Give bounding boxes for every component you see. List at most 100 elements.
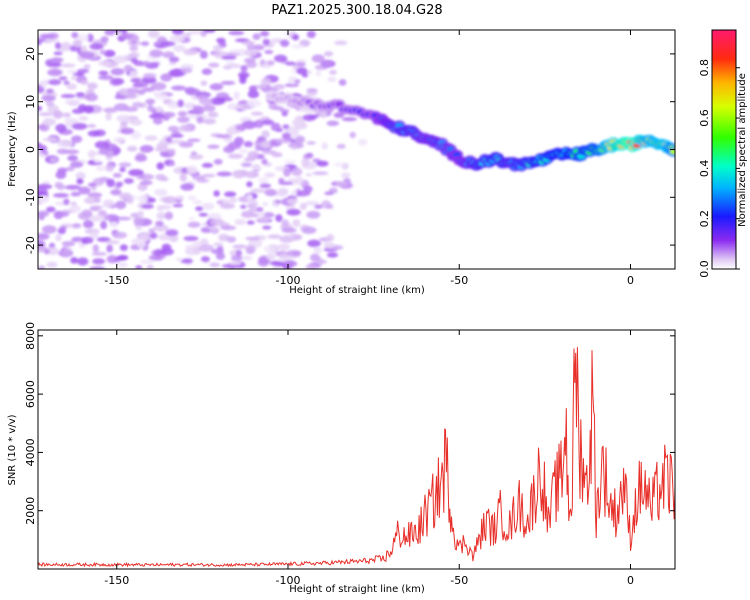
snr-y-label: SNR (10 * v/v) <box>7 414 18 485</box>
noise-blob <box>246 193 253 202</box>
noise-blob <box>167 148 176 156</box>
noise-blob <box>114 255 128 261</box>
snr-series-line <box>38 347 675 568</box>
noise-blob <box>215 252 226 260</box>
noise-blob <box>137 194 149 204</box>
noise-blob <box>170 133 184 138</box>
noise-blob <box>136 239 147 248</box>
noise-blob <box>228 261 242 266</box>
noise-blob <box>70 161 84 168</box>
noise-blob <box>144 174 154 180</box>
noise-blob <box>213 158 223 165</box>
noise-blob <box>216 200 224 205</box>
noise-blob <box>238 148 248 154</box>
noise-blob <box>246 99 262 108</box>
noise-blob <box>152 117 163 125</box>
colorbar-tick-label: 0.4 <box>698 160 711 178</box>
noise-blob <box>83 64 91 70</box>
noise-blob <box>212 45 223 51</box>
spectrogram-x-ticks: -150 -100 -50 0 <box>104 30 634 287</box>
noise-blob <box>306 152 313 158</box>
noise-blob <box>179 173 187 182</box>
noise-blob <box>248 85 258 93</box>
noise-blob <box>274 199 282 204</box>
noise-blob <box>239 103 248 111</box>
noise-blob <box>78 115 89 121</box>
noise-blob <box>261 130 270 139</box>
noise-blob <box>100 220 108 230</box>
snr-panel: -150 -100 -50 0 2000 4000 6000 8000 Height of … <box>7 322 676 595</box>
noise-blob <box>291 119 303 127</box>
noise-blob <box>260 77 272 86</box>
noise-blob <box>123 64 133 73</box>
noise-blob <box>227 153 243 159</box>
noise-blob <box>47 68 63 77</box>
noise-blob <box>195 206 204 212</box>
noise-blob <box>306 30 316 39</box>
noise-blob <box>156 142 168 150</box>
noise-blob <box>177 99 184 108</box>
noise-blob <box>150 82 167 91</box>
noise-blob <box>179 67 193 74</box>
noise-blob <box>203 30 216 33</box>
noise-blob <box>235 249 242 257</box>
noise-blob <box>329 69 337 75</box>
noise-blob <box>120 127 135 135</box>
noise-blob <box>110 68 125 76</box>
noise-blob <box>72 39 83 48</box>
noise-blob <box>242 255 253 261</box>
noise-blob <box>100 36 109 43</box>
noise-blob <box>76 257 89 266</box>
noise-blob <box>261 119 274 126</box>
noise-blob <box>296 67 308 75</box>
noise-blob <box>50 57 64 63</box>
noise-blob <box>61 142 74 147</box>
noise-blob <box>286 250 302 257</box>
noise-blob <box>287 76 298 85</box>
noise-blob <box>71 31 79 39</box>
noise-blob <box>281 111 288 117</box>
noise-blob <box>164 211 174 220</box>
noise-blob <box>278 245 288 252</box>
noise-blob <box>187 195 197 201</box>
noise-blob <box>160 73 173 82</box>
colorbar: 0.0 0.2 0.4 0.6 0.8 Normalized spectral ampl… <box>698 29 748 278</box>
spectrogram-y-ticks: -20 -10 0 10 20 <box>24 47 675 254</box>
noise-blob <box>129 70 139 79</box>
noise-blob <box>321 142 328 150</box>
noise-blob <box>209 218 225 226</box>
noise-blob <box>38 233 50 240</box>
noise-blob <box>70 257 79 264</box>
noise-blob <box>38 153 45 158</box>
spectrogram-y-tick-label: 10 <box>24 95 37 109</box>
noise-blob <box>264 188 277 197</box>
spectrogram-y-tick-label: -20 <box>24 236 37 254</box>
noise-blob <box>93 159 102 164</box>
noise-blob <box>90 205 104 210</box>
noise-blob <box>306 141 316 145</box>
noise-blob <box>335 180 348 187</box>
noise-blob <box>258 212 266 217</box>
noise-blob <box>183 235 199 242</box>
noise-blob <box>349 131 356 139</box>
noise-blob <box>286 208 301 216</box>
noise-blob <box>272 266 281 269</box>
noise-blob <box>117 262 129 268</box>
noise-blob <box>340 172 351 179</box>
spectrogram-x-label: Height of straight line (km) <box>289 285 425 296</box>
noise-blob <box>87 130 101 137</box>
noise-blob <box>260 140 271 150</box>
noise-blob <box>192 199 203 205</box>
noise-blob <box>257 216 270 222</box>
noise-blob <box>162 196 178 204</box>
noise-blob <box>49 157 58 163</box>
noise-blob <box>294 79 301 84</box>
noise-blob <box>270 122 281 132</box>
noise-blob <box>301 157 311 167</box>
noise-blob <box>142 87 155 92</box>
noise-blob <box>201 162 214 168</box>
noise-blob <box>135 265 143 269</box>
ridge-core <box>669 149 675 155</box>
noise-blob <box>43 248 50 255</box>
noise-blob <box>201 68 213 75</box>
